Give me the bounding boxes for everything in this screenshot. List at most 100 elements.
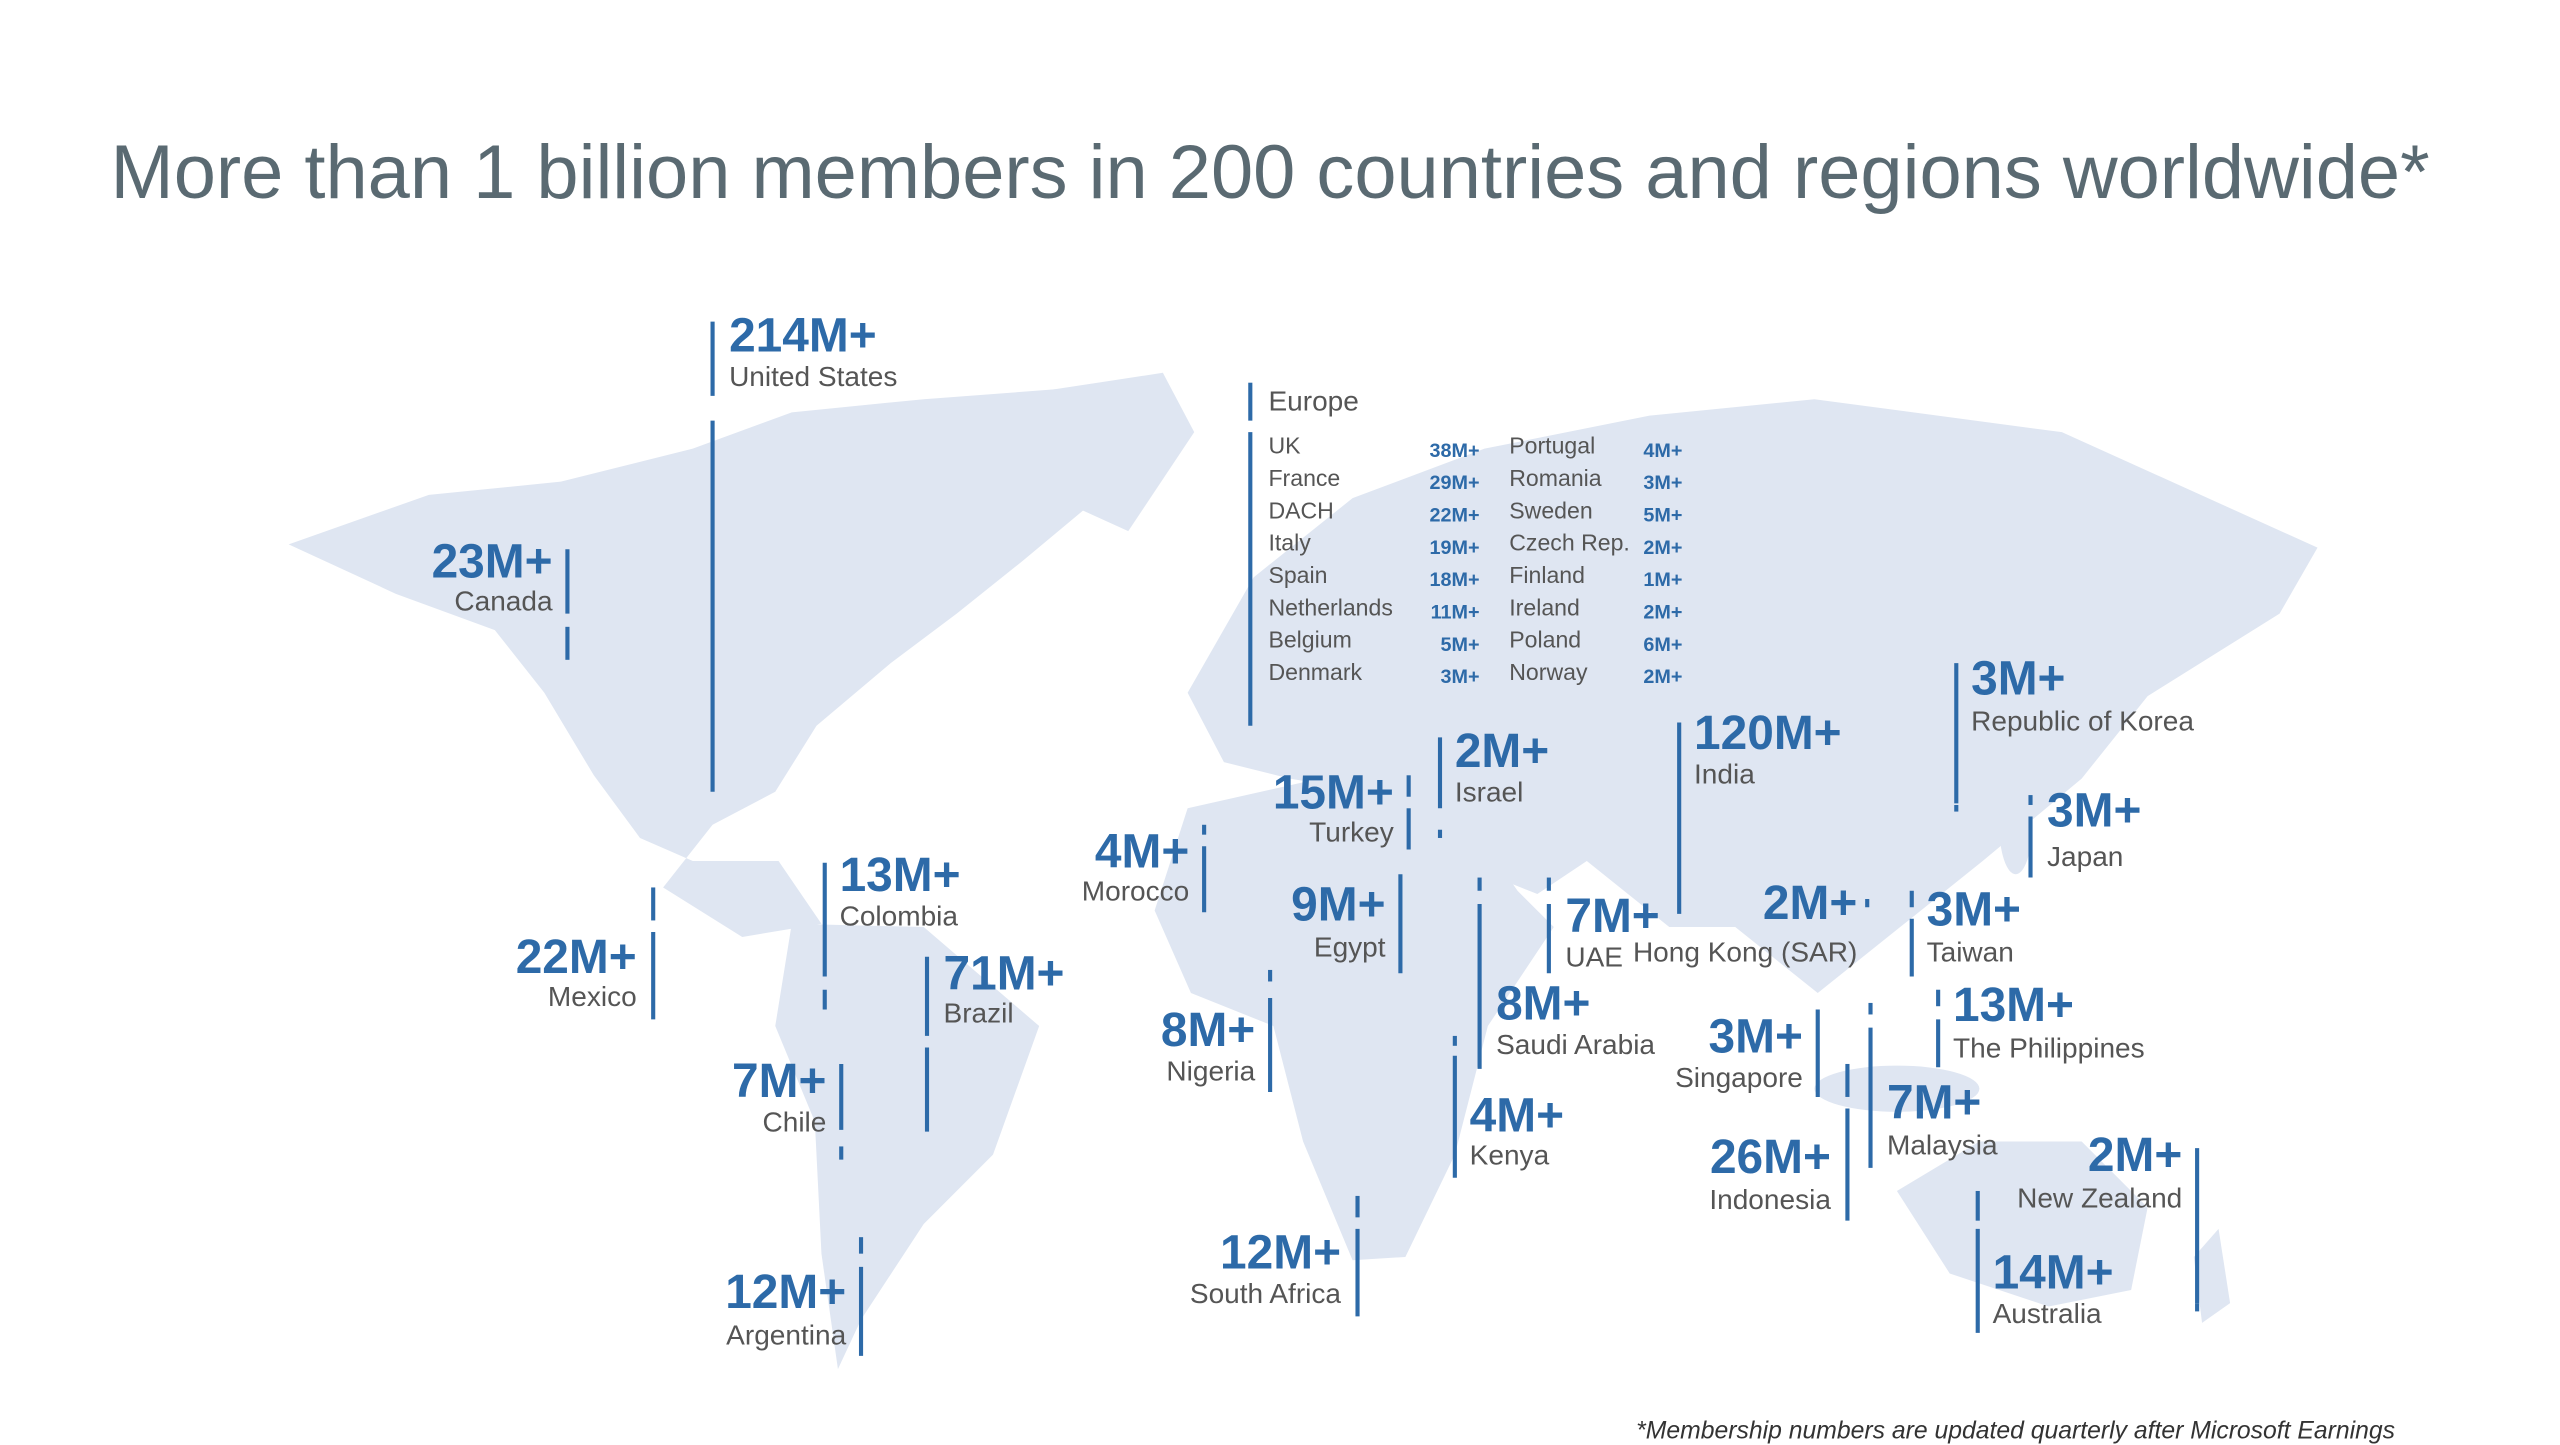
- member-count: 13M+: [1953, 979, 2074, 1032]
- country-name: Nigeria: [1166, 1055, 1255, 1086]
- country-name: UAE: [1565, 942, 1623, 973]
- country-name: Taiwan: [1927, 937, 2014, 968]
- australia: [1896, 1141, 2148, 1307]
- eurasia: [1187, 399, 2318, 994]
- member-count: 3M+: [1643, 472, 1682, 494]
- country-name: Japan: [2047, 841, 2123, 872]
- member-count: 26M+: [1710, 1131, 1831, 1184]
- member-count: 18M+: [1430, 569, 1480, 591]
- country-name: Spain: [1268, 562, 1327, 588]
- member-count: 22M+: [1430, 505, 1480, 527]
- member-count: 4M+: [1095, 826, 1189, 879]
- country-name: France: [1268, 465, 1340, 491]
- member-count: 14M+: [1993, 1246, 2114, 1299]
- member-count: 2M+: [1643, 666, 1682, 688]
- country-name: Egypt: [1314, 932, 1386, 963]
- country-name: Netherlands: [1268, 594, 1392, 620]
- member-count: 71M+: [944, 948, 1065, 1001]
- member-count: 15M+: [1273, 766, 1394, 819]
- country-name: India: [1694, 759, 1755, 790]
- member-count: 5M+: [1643, 505, 1682, 527]
- member-count: 7M+: [1887, 1076, 1981, 1129]
- country-name: Brazil: [944, 998, 1014, 1029]
- member-count: 4M+: [1470, 1090, 1564, 1143]
- country-name: Belgium: [1268, 627, 1351, 653]
- footnote: *Membership numbers are updated quarterl…: [1636, 1417, 2395, 1444]
- member-count: 3M+: [1709, 1010, 1803, 1063]
- world-map: [288, 372, 2318, 1370]
- indonesia: [1814, 1065, 1980, 1112]
- south-america: [775, 923, 1040, 1370]
- country-name: Turkey: [1309, 816, 1394, 847]
- member-count: 38M+: [1430, 440, 1480, 462]
- member-count: 23M+: [432, 535, 553, 588]
- member-count: 13M+: [840, 849, 961, 902]
- country-name: Republic of Korea: [1971, 706, 2194, 737]
- country-name: DACH: [1268, 497, 1333, 523]
- member-count: 2M+: [1763, 877, 1857, 930]
- new-zealand: [2193, 1228, 2231, 1323]
- member-count: 3M+: [1927, 883, 2021, 936]
- member-count: 8M+: [1496, 977, 1590, 1030]
- region-title: Europe: [1268, 386, 1358, 417]
- country-labels: 214M+United States23M+Canada22M+Mexico13…: [432, 309, 2200, 1356]
- member-count: 2M+: [1455, 725, 1549, 778]
- member-count: 7M+: [1565, 890, 1659, 943]
- country-name: Indonesia: [1709, 1184, 1831, 1215]
- country-name: Israel: [1455, 777, 1524, 808]
- member-count: 11M+: [1431, 602, 1480, 624]
- member-count: 3M+: [2047, 784, 2141, 837]
- member-count: 3M+: [1441, 666, 1480, 688]
- country-name: New Zealand: [2017, 1182, 2182, 1213]
- country-name: Czech Rep.: [1509, 530, 1630, 556]
- country-name: Mexico: [548, 981, 637, 1012]
- member-count: 4M+: [1643, 440, 1682, 462]
- country-name: Canada: [454, 585, 553, 616]
- country-name: South Africa: [1190, 1278, 1342, 1309]
- country-name: United States: [729, 361, 897, 392]
- country-name: Romania: [1509, 465, 1602, 491]
- country-name: Argentina: [726, 1319, 846, 1350]
- member-count: 8M+: [1161, 1004, 1255, 1057]
- country-name: Singapore: [1675, 1062, 1803, 1093]
- member-count: 19M+: [1430, 537, 1480, 559]
- country-name: The Philippines: [1953, 1032, 2145, 1063]
- japan: [1999, 775, 2033, 875]
- member-count: 22M+: [516, 931, 637, 984]
- country-name: Portugal: [1509, 433, 1595, 459]
- country-name: Norway: [1509, 659, 1588, 685]
- member-count: 7M+: [732, 1055, 826, 1108]
- country-name: Kenya: [1470, 1140, 1550, 1171]
- country-name: Ireland: [1509, 594, 1580, 620]
- country-name: Italy: [1268, 530, 1311, 556]
- member-count: 2M+: [1643, 537, 1682, 559]
- member-count: 29M+: [1430, 472, 1480, 494]
- member-count: 9M+: [1291, 878, 1385, 931]
- member-count: 5M+: [1441, 634, 1480, 656]
- country-name: Denmark: [1268, 659, 1362, 685]
- europe-panel: Europe UK 38M+ France 29M+ DACH 22M+ Italy 19M+ S…: [1248, 382, 1682, 726]
- title: More than 1 billion members in 200 count…: [111, 130, 2430, 215]
- member-count: 120M+: [1694, 707, 1842, 760]
- member-count: 6M+: [1643, 634, 1682, 656]
- country-name: Colombia: [840, 900, 959, 931]
- country-name: Chile: [763, 1107, 827, 1138]
- country-name: Australia: [1993, 1298, 2102, 1329]
- country-name: Saudi Arabia: [1496, 1029, 1655, 1060]
- country-name: Malaysia: [1887, 1130, 1998, 1161]
- member-count: 12M+: [1220, 1226, 1341, 1279]
- member-count: 1M+: [1643, 569, 1682, 591]
- member-count: 3M+: [1971, 652, 2065, 705]
- country-name: Hong Kong (SAR): [1633, 937, 1857, 968]
- country-name: Poland: [1509, 627, 1581, 653]
- greenland: [989, 372, 1195, 532]
- member-count: 12M+: [725, 1266, 846, 1319]
- country-name: Morocco: [1082, 876, 1189, 907]
- country-name: UK: [1268, 433, 1301, 459]
- country-name: Finland: [1509, 562, 1585, 588]
- member-count: 2M+: [2088, 1129, 2182, 1182]
- country-name: Sweden: [1509, 497, 1592, 523]
- member-count: 214M+: [729, 309, 877, 362]
